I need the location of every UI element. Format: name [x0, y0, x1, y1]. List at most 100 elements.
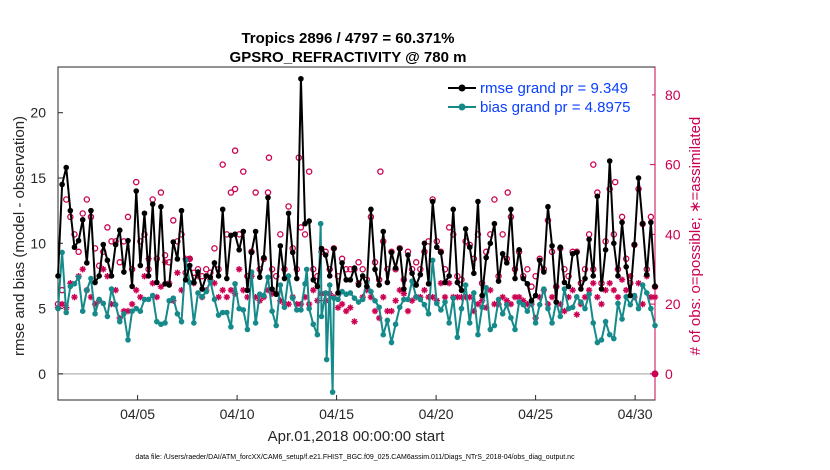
- bias-point: [392, 321, 399, 328]
- rmse-point: [298, 75, 304, 82]
- rmse-point: [483, 254, 489, 261]
- bias-point: [302, 280, 308, 287]
- rmse-point: [429, 198, 436, 205]
- bias-point: [631, 292, 638, 299]
- rmse-point: [462, 226, 469, 232]
- bias-point: [318, 313, 325, 320]
- rmse-point: [88, 207, 94, 214]
- bias-point: [104, 313, 111, 320]
- bias-point: [545, 305, 551, 312]
- rmse-point: [244, 287, 251, 294]
- bias-point: [483, 284, 489, 291]
- bias-point: [462, 282, 469, 288]
- rmse-point: [211, 260, 218, 266]
- assimilated-obs-point: [71, 293, 78, 301]
- assimilated-obs-point: [606, 279, 613, 287]
- bias-point: [495, 296, 502, 303]
- assimilated-obs-point: [392, 297, 399, 304]
- rmse-point: [306, 218, 312, 224]
- x-tick-label: 04/20: [419, 406, 454, 422]
- legend-rmse-label: rmse grand pr = 9.349: [480, 80, 628, 97]
- possible-obs-point: [590, 161, 597, 168]
- bias-point: [532, 320, 539, 326]
- bias-point: [442, 299, 448, 305]
- bias-point: [232, 280, 238, 287]
- rmse-point: [454, 279, 461, 286]
- bias-point: [298, 307, 304, 313]
- rmse-point: [450, 206, 457, 213]
- assimilated-obs-point: [614, 293, 622, 301]
- right-axis: 0 20 40 60 80: [650, 67, 681, 400]
- bias-point: [75, 274, 82, 281]
- rmse-point: [495, 278, 502, 284]
- bias-point: [162, 320, 168, 326]
- rmse-point: [578, 286, 584, 292]
- bias-point: [154, 318, 160, 325]
- rmse-point: [392, 265, 399, 271]
- rmse-point: [516, 247, 522, 253]
- assimilated-obs-point: [100, 266, 107, 273]
- bias-point: [396, 304, 403, 311]
- rmse-point: [359, 273, 366, 279]
- y-tick-label: 0: [38, 366, 46, 382]
- possible-obs-point: [445, 224, 453, 231]
- bias-point: [100, 300, 107, 307]
- bias-point: [96, 296, 102, 303]
- rmse-point: [326, 273, 333, 279]
- rmse-point: [487, 240, 494, 247]
- rmse-point: [376, 282, 382, 288]
- rmse-point: [471, 270, 477, 277]
- rmse-point: [199, 286, 205, 292]
- rmse-point: [499, 250, 506, 257]
- rmse-point: [331, 245, 337, 252]
- rmse-point: [137, 262, 144, 269]
- bias-point: [376, 304, 382, 311]
- rmse-point: [322, 252, 329, 258]
- x-axis-label: Apr.01,2018 00:00:00 start: [268, 428, 446, 445]
- possible-obs-point: [585, 231, 593, 238]
- bias-point: [125, 337, 131, 343]
- rmse-point: [401, 286, 407, 292]
- bias-point: [289, 295, 296, 301]
- x-tick-label: 04/05: [120, 406, 155, 422]
- bias-point: [252, 320, 259, 326]
- rmse-point: [121, 269, 127, 275]
- assimilated-obs-point: [338, 300, 346, 308]
- rmse-point: [446, 273, 452, 279]
- bias-point: [55, 305, 61, 312]
- possible-obs-point: [412, 259, 420, 266]
- rmse-point: [96, 273, 102, 279]
- y-axis-label: rmse and bias (model - observation): [11, 116, 28, 356]
- bias-point: [273, 322, 280, 329]
- bias-point: [582, 305, 588, 312]
- possible-obs-point: [161, 252, 169, 259]
- bias-point: [211, 296, 218, 303]
- bias-point: [594, 339, 601, 346]
- assimilated-obs-point: [573, 311, 580, 318]
- rmse-point: [158, 203, 164, 210]
- possible-obs-point: [108, 238, 115, 245]
- bias-point: [586, 291, 592, 298]
- bias-point: [639, 282, 646, 288]
- x-tick-label: 04/15: [319, 406, 354, 422]
- possible-obs-point: [355, 259, 362, 266]
- rmse-point: [215, 273, 222, 279]
- bias-point: [561, 286, 568, 292]
- bias-point: [329, 389, 336, 395]
- rmse-point: [294, 275, 300, 282]
- assimilated-obs-point: [235, 266, 243, 273]
- assimilated-obs-point: [174, 269, 181, 276]
- rmse-point: [635, 175, 642, 181]
- bias-point: [615, 300, 621, 307]
- bias-point: [112, 301, 119, 308]
- rmse-point: [643, 271, 650, 278]
- rmse-point: [84, 260, 90, 266]
- rmse-point: [92, 279, 98, 286]
- rmse-point: [277, 243, 284, 249]
- bias-point: [627, 301, 634, 308]
- assimilated-obs-point: [141, 273, 148, 280]
- rmse-point: [351, 265, 358, 271]
- bias-point: [512, 326, 518, 333]
- x-tick-label: 04/30: [618, 406, 653, 422]
- bias-point: [421, 301, 428, 308]
